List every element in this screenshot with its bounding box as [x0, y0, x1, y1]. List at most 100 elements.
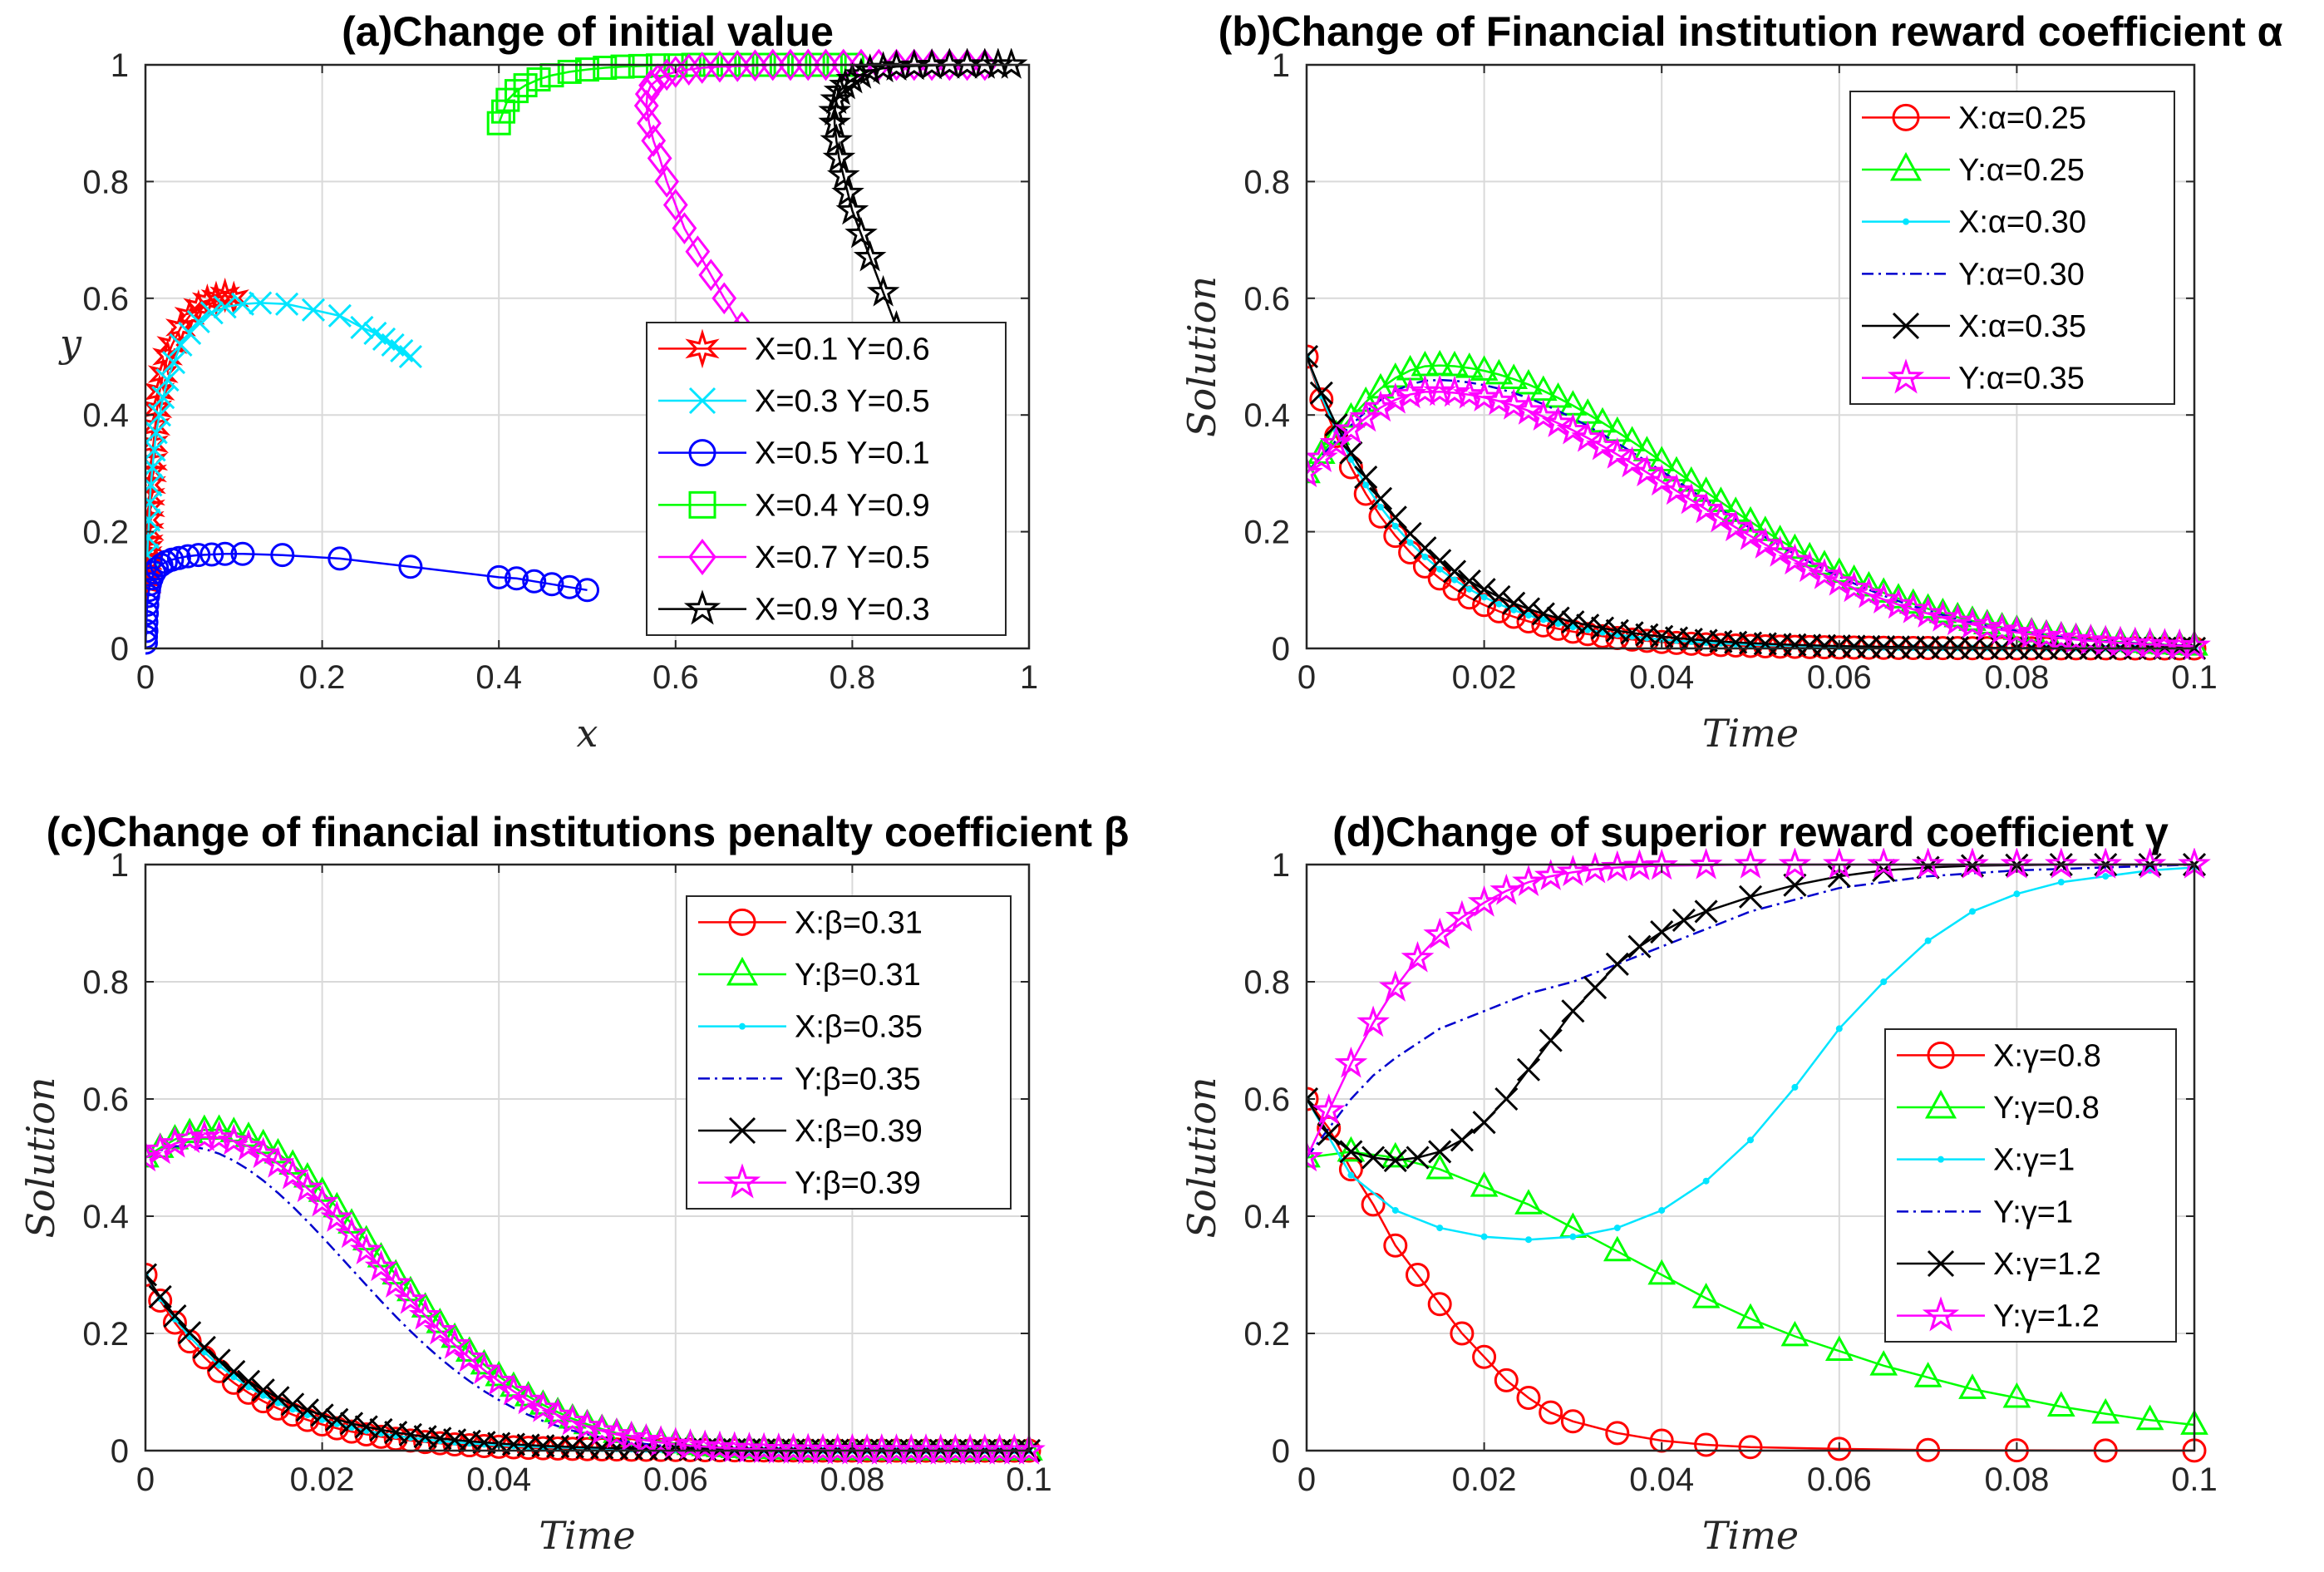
data-point-d-1 [1470, 1171, 1499, 1197]
legend-label: Y:β=0.31 [795, 958, 921, 993]
legend-marker [1887, 358, 1925, 394]
data-point-b-5 [1630, 455, 1664, 487]
data-point-a-1 [169, 333, 193, 357]
data-point-b-2 [1539, 616, 1547, 623]
data-point-b-0 [1501, 604, 1526, 629]
data-point-d-5 [1401, 941, 1435, 973]
data-point-a-2 [504, 566, 529, 591]
y-axis-label: Solution [1179, 1077, 1224, 1238]
legend-marker [1927, 1041, 1955, 1069]
data-point-c-5 [217, 1123, 251, 1156]
series-line-b-1 [1307, 364, 2195, 648]
data-point-c-5 [173, 1121, 206, 1154]
data-point-a-2 [327, 546, 352, 571]
legend-label: X:β=0.39 [795, 1114, 923, 1149]
data-point-d-5 [1312, 1093, 1346, 1125]
data-point-a-5 [822, 140, 856, 173]
data-point-d-2 [1880, 978, 1888, 985]
legend-marker [688, 439, 716, 467]
data-point-c-5 [423, 1313, 457, 1345]
data-point-b-5 [1497, 388, 1531, 420]
data-point-d-1 [1647, 1259, 1677, 1285]
data-point-a-1 [363, 321, 387, 345]
data-point-c-1 [470, 1348, 499, 1375]
y-tick-label: 0.6 [1243, 1082, 1290, 1118]
panel-c: 0 0.02 0.04 0.06 0.08 0.1 0 0.2 0.4 0.6 0.8 1 Time So… [18, 809, 1129, 1558]
data-point-b-1 [1780, 533, 1809, 559]
data-point-d-2 [1347, 1171, 1355, 1179]
data-point-b-5 [1778, 543, 1812, 575]
data-point-c-5 [305, 1185, 339, 1217]
data-point-b-5 [1985, 613, 2019, 644]
data-point-b-2 [1465, 585, 1473, 593]
data-point-b-5 [1393, 377, 1427, 409]
data-point-d-4 [1428, 1140, 1452, 1164]
legend-marker [739, 1023, 746, 1030]
data-point-b-2 [1406, 539, 1414, 546]
data-point-c-4 [369, 1417, 393, 1442]
data-point-d-0 [1450, 1321, 1475, 1346]
data-point-b-4 [1531, 602, 1555, 626]
data-point-c-5 [379, 1266, 412, 1298]
x-tick-label: 0 [1297, 1461, 1316, 1498]
data-point-a-5 [844, 216, 878, 249]
legend-label: X=0.4 Y=0.9 [755, 488, 930, 523]
data-point-a-5 [853, 53, 887, 85]
data-point-a-3 [513, 73, 538, 98]
data-point-a-1 [350, 315, 374, 339]
series-line-d-3 [1307, 863, 2195, 1159]
data-point-b-5 [1615, 446, 1649, 478]
data-point-a-2 [145, 584, 160, 609]
data-point-d-0 [1383, 1233, 1408, 1258]
data-point-d-2 [1569, 1233, 1577, 1240]
legend-marker [683, 589, 721, 625]
data-point-a-4 [672, 212, 697, 244]
y-tick-label: 0.2 [1243, 1316, 1290, 1353]
data-point-c-4 [281, 1392, 305, 1417]
data-point-c-5 [497, 1373, 530, 1406]
data-point-a-4 [645, 63, 671, 96]
data-point-a-2 [145, 560, 167, 585]
plot-area [1307, 848, 2211, 1463]
data-point-a-1 [275, 292, 299, 316]
data-point-c-5 [261, 1146, 295, 1178]
data-point-b-2 [1495, 600, 1503, 608]
data-point-d-4 [1561, 999, 1585, 1023]
data-point-d-4 [1516, 1057, 1541, 1082]
legend-box [1884, 1028, 2177, 1343]
y-tick-label: 0 [111, 1433, 129, 1470]
x-tick-label: 1 [1020, 659, 1038, 696]
data-point-c-5 [511, 1382, 545, 1415]
data-point-d-5 [2089, 848, 2123, 879]
data-point-b-4 [1309, 381, 1333, 405]
data-point-d-0 [1738, 1435, 1763, 1460]
y-axis-label: Solution [18, 1077, 63, 1238]
data-point-b-4 [1561, 610, 1585, 634]
data-point-d-1 [2135, 1404, 2164, 1431]
data-point-b-5 [1837, 570, 1871, 603]
data-point-b-4 [1502, 591, 1526, 615]
data-point-c-2 [200, 1348, 208, 1356]
data-point-a-5 [853, 239, 887, 272]
data-point-d-5 [1307, 1140, 1323, 1172]
data-point-d-5 [1578, 851, 1612, 884]
data-point-c-4 [325, 1407, 349, 1432]
x-tick-label: 0.04 [1629, 1461, 1694, 1498]
series-line-a-4 [645, 63, 985, 357]
data-point-b-2 [1480, 594, 1488, 601]
x-tick-label: 0.04 [1629, 659, 1694, 696]
data-point-c-0 [162, 1310, 187, 1335]
data-point-d-1 [1307, 1141, 1321, 1168]
data-point-b-5 [1882, 587, 1915, 619]
data-point-b-1 [1425, 349, 1455, 376]
data-point-d-2 [1835, 1025, 1843, 1032]
data-point-b-5 [1808, 558, 1841, 589]
plot-area [1307, 344, 2211, 661]
legend-marker [1889, 151, 1923, 181]
data-point-d-4 [1494, 1087, 1519, 1111]
data-point-c-4 [295, 1398, 319, 1422]
panel-a: 0 0.2 0.4 0.6 0.8 1 0 0.2 0.4 0.6 0.8 1 x y (a)Change … [58, 8, 1038, 756]
data-point-c-0 [145, 1263, 158, 1287]
data-point-c-1 [190, 1114, 219, 1141]
data-point-d-5 [1489, 873, 1524, 905]
